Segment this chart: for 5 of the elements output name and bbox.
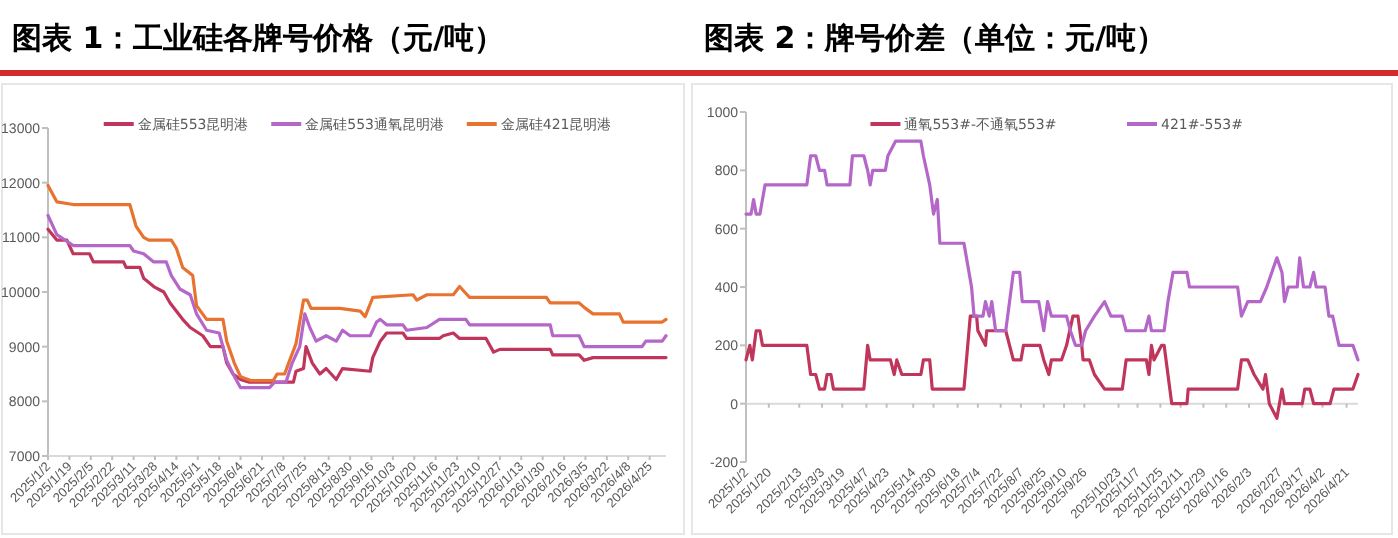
line-series <box>744 139 1360 362</box>
line-series <box>744 314 1360 420</box>
line-series <box>46 183 668 383</box>
chart-title: 图表 2：牌号价差（单位：元/吨） <box>704 20 1167 56</box>
chart-title: 图表 1：工业硅各牌号价格（元/吨） <box>12 20 505 56</box>
